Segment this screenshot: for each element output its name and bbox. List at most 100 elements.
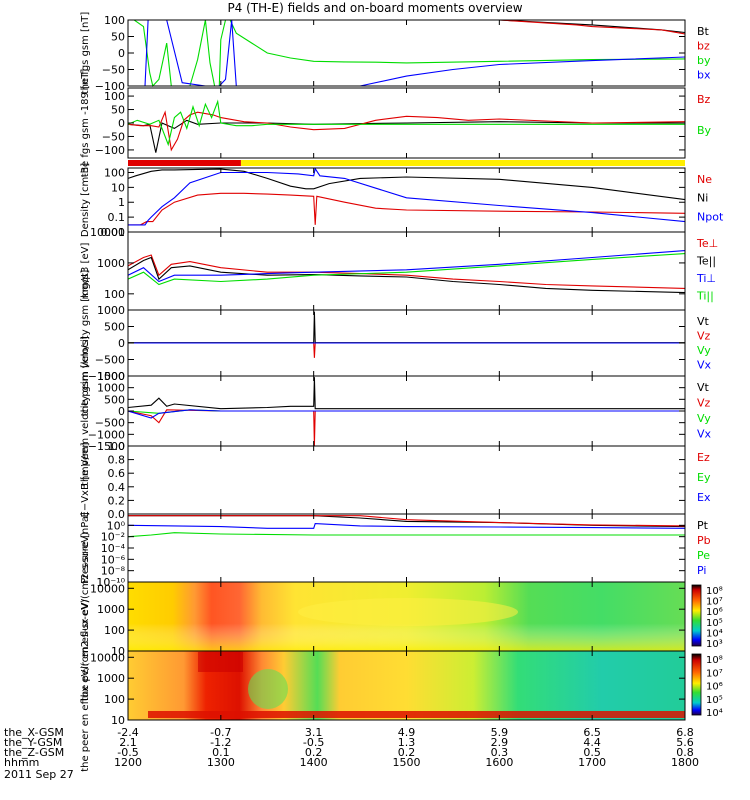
legend-label: Te||	[696, 255, 716, 268]
series-line-Bz	[128, 110, 685, 152]
y-tick-label: −500	[95, 354, 125, 367]
y-tick-label: 500	[104, 393, 125, 406]
position-row-label: the_Z-GSM	[4, 746, 64, 759]
y-tick-label: 100	[104, 288, 125, 301]
y-tick-label: −100	[95, 144, 125, 157]
y-tick-label: 0.4	[108, 481, 126, 494]
y-tick-label: 1000	[97, 304, 125, 317]
y-tick-label: −50	[102, 130, 125, 143]
y-tick-label: 10	[111, 714, 125, 727]
y-tick-label: −1000	[88, 370, 125, 383]
legend-label: Pb	[697, 534, 711, 547]
series-line-Ni	[128, 168, 685, 201]
series-line-Vt	[128, 377, 685, 410]
y-axis-label: Density [cm-3]	[80, 163, 91, 237]
y-axis-label: mgqt3 [eV]	[80, 243, 91, 300]
panel-frame	[127, 167, 686, 233]
series-line-Pi	[128, 523, 685, 529]
colorbar-tick-label: 10⁶	[706, 607, 723, 618]
colorbar-peir	[691, 584, 702, 647]
y-tick-label: 100	[104, 90, 125, 103]
panel-frame	[127, 513, 686, 583]
series-group	[128, 311, 685, 358]
panel-efield: Ez Ey Ex 1.00.80.60.40.20.0 E−VxB [mV/m]	[80, 440, 711, 521]
spectrogram-band	[298, 598, 518, 626]
legend-label: Bz	[697, 93, 711, 106]
legend-label: Pi	[697, 564, 706, 577]
y-axis-label: the fgs gsm -189 [nT]	[80, 69, 91, 178]
y-tick-label: 10⁰	[107, 519, 126, 532]
y-tick-label: 1500	[97, 370, 125, 383]
colorbar-tick-label: 10⁴	[706, 708, 723, 719]
position-row-value: 0.8	[676, 746, 694, 759]
y-axis-label: the fgs gsm [nT]	[80, 12, 91, 95]
series-line-Ne	[128, 192, 685, 226]
y-tick-label: 100	[104, 624, 125, 637]
y-axis-label: Pressure [nPa]	[80, 512, 91, 584]
position-row-value: -0.7	[210, 726, 231, 739]
y-tick-label: 1000	[97, 257, 125, 270]
y-tick-label: 10⁻⁴	[101, 542, 126, 555]
legend-label: Ni	[697, 192, 708, 205]
legend-label: Ti⊥	[696, 272, 716, 285]
y-tick-label: 0	[118, 47, 125, 60]
y-tick-label: 0.01	[101, 226, 126, 239]
position-row-value: 4.4	[583, 736, 601, 749]
spectrogram-band	[198, 652, 243, 672]
y-tick-label: 0.6	[108, 467, 126, 480]
x-axis: the_X-GSM -2.4 -0.7 3.1 4.9 5.9 6.5 6.8 the_Y-GS…	[4, 726, 699, 781]
series-group	[128, 377, 685, 447]
legend-label: Ex	[697, 491, 711, 504]
series-group	[128, 167, 685, 226]
colorbar-tick-label: 10⁸	[706, 655, 723, 666]
legend-label: Ti||	[696, 290, 714, 303]
y-tick-label: 10⁻²	[101, 531, 125, 544]
series-group	[128, 250, 685, 294]
legend-label: Ne	[697, 173, 712, 186]
y-axis-label: the peir en eflux eV/(cm2-s-sr-eV)	[80, 532, 91, 701]
y-tick-label: 10	[111, 181, 125, 194]
position-row-value: 6.8	[676, 726, 694, 739]
legend-label: By	[697, 124, 712, 137]
series-group	[128, 99, 685, 153]
series-line-Vz	[128, 409, 685, 447]
legend-label: Ey	[697, 471, 711, 484]
panel-density: Ne Ni Npot 100 10 1 0.1 0.01 Density [cm-3]	[80, 163, 724, 239]
y-tick-label: 10000	[90, 582, 125, 595]
legend-label: Bt	[697, 25, 710, 38]
y-tick-label: 0.2	[108, 494, 126, 507]
legend-label: Npot	[697, 210, 724, 223]
position-row-value: 2.9	[491, 736, 509, 749]
colorbar-tick-label: 10⁷	[706, 597, 723, 608]
position-row-label: the_Y-GSM	[4, 736, 62, 749]
y-tick-label: 50	[111, 31, 125, 44]
y-tick-label: 0	[118, 337, 125, 350]
spectrogram-band	[148, 711, 685, 718]
legend-label: Vy	[697, 344, 711, 357]
position-row-value: 4.9	[398, 726, 416, 739]
series-line-Vx	[128, 409, 685, 419]
position-row-value: 0.2	[305, 746, 323, 759]
position-row-label: hhmm	[4, 756, 39, 769]
series-line-black	[128, 119, 685, 153]
position-row-value: 1500	[393, 756, 421, 769]
legend-label: Vz	[697, 397, 711, 410]
legend-label: Vx	[697, 359, 712, 372]
colorbar-tick-label: 10⁵	[706, 618, 723, 629]
panel-frame	[127, 445, 686, 515]
position-row-value: 1200	[114, 756, 142, 769]
position-row-value: 6.5	[583, 726, 601, 739]
position-row-value: -0.5	[303, 736, 324, 749]
position-row-value: 1600	[485, 756, 513, 769]
series-line-Te⊥	[128, 254, 685, 289]
y-tick-label: 100	[104, 14, 125, 27]
y-axis-label: E−VxB [mV/m]	[80, 442, 91, 517]
legend-label: Pe	[697, 549, 710, 562]
mode-bar-segment	[128, 160, 241, 166]
